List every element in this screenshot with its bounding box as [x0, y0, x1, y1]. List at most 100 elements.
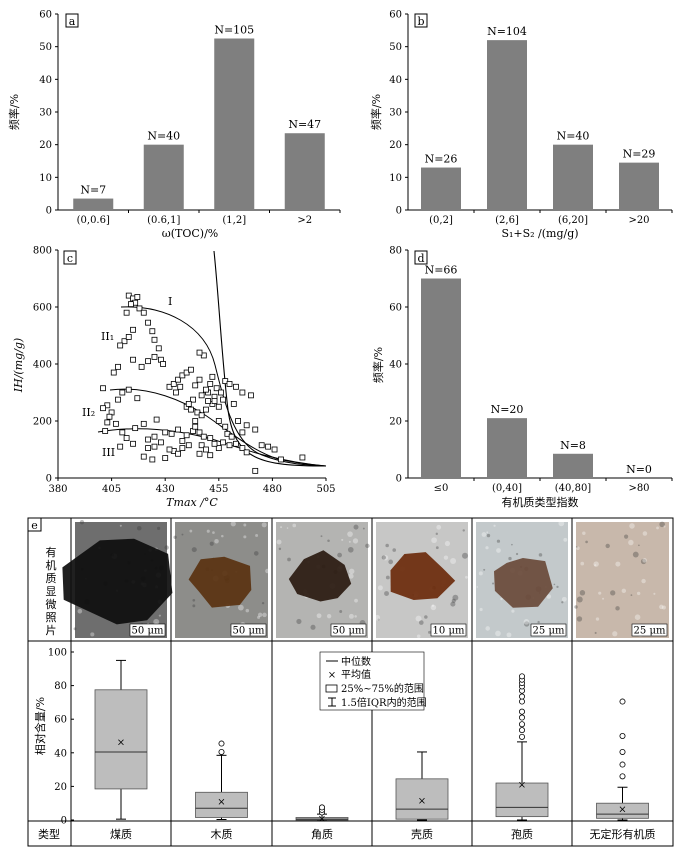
c-data-point: [112, 420, 119, 427]
micrograph-speck: [327, 539, 330, 542]
micrograph-speck: [656, 526, 659, 530]
b-bar-annotation: N=104: [487, 25, 527, 38]
panel-e-categories: 煤质 木质 角质 壳质 孢质 无定形有机质: [110, 827, 656, 841]
micrograph-speck: [642, 531, 648, 536]
micrograph-speck: [576, 596, 583, 603]
c-data-point: [155, 345, 162, 352]
micrograph-speck: [348, 613, 354, 619]
micrograph-speck: [382, 555, 389, 561]
c-data-point: [177, 383, 184, 390]
c-data-point: [166, 446, 173, 453]
e-category-label: 壳质: [411, 827, 433, 841]
panel-d-xlabel: 有机质类型指数: [502, 495, 579, 509]
micrograph-speck: [276, 539, 282, 545]
c-data-point: [220, 396, 226, 403]
c-data-point: [130, 440, 136, 447]
e-ytick-label: 80: [54, 681, 67, 692]
micrograph-speck: [663, 525, 666, 528]
box-outlier: [318, 804, 325, 811]
micrograph-speck: [431, 604, 435, 607]
c-data-point: [130, 356, 136, 363]
a-ytick-label: 40: [39, 75, 52, 86]
c-ytick-label: 600: [33, 303, 52, 314]
d-bar: [421, 278, 461, 478]
c-data-point: [160, 361, 166, 367]
c-data-point: [140, 453, 147, 460]
scale-bar-box: [430, 623, 467, 637]
b-bar-annotation: N=29: [623, 148, 656, 161]
c-xtick-label: 480: [263, 484, 282, 495]
micrograph-speck: [374, 614, 381, 621]
micrograph-speck: [119, 524, 122, 527]
micrograph-speck: [444, 540, 451, 547]
c-data-point: [198, 442, 205, 449]
c-data-point: [226, 381, 233, 387]
c-data-point: [140, 309, 147, 316]
c-data-point: [211, 440, 218, 447]
micrograph-speck: [558, 520, 565, 527]
c-data-point: [117, 342, 124, 349]
scale-bar-box: [631, 623, 668, 637]
c-ytick-label: 400: [33, 360, 52, 371]
b-ytick-label: 30: [389, 108, 402, 119]
micrograph-speck: [158, 614, 161, 617]
micrograph-speck: [79, 520, 85, 525]
c-data-point: [145, 445, 151, 451]
c-data-point: [211, 398, 218, 404]
a-ytick-label: 20: [39, 140, 52, 151]
a-bar: [284, 133, 325, 210]
b-xtick-label: (2,6]: [495, 215, 519, 226]
panel-e-category-header: 类型: [38, 827, 60, 841]
micrograph-speck: [243, 535, 247, 539]
b-ytick-label: 0: [396, 206, 402, 217]
micrograph-speck: [641, 578, 646, 584]
c-data-point: [153, 416, 160, 423]
c-data-point: [239, 445, 246, 451]
scale-bar-label: 50 μm: [233, 626, 265, 637]
panel-e-tag: e: [31, 519, 38, 532]
c-data-point: [233, 383, 239, 390]
micrograph-speck: [337, 552, 342, 558]
micrograph-speck: [257, 612, 263, 618]
a-bar: [214, 38, 255, 210]
c-xtick-label: 430: [156, 484, 175, 495]
scale-bar-label: 25 μm: [533, 626, 565, 637]
c-data-point: [136, 305, 143, 312]
d-xtick-label: (0,40]: [492, 483, 522, 494]
box-outlier: [619, 773, 626, 780]
micrograph-speck: [478, 571, 483, 576]
micrograph-speck: [630, 594, 633, 596]
c-ytick-label: 200: [33, 417, 52, 428]
micrograph-speck: [638, 544, 640, 547]
panel-e-ylabel: 相对含量/%: [33, 697, 47, 755]
micrograph-speck: [500, 597, 503, 601]
d-bar-annotation: N=66: [425, 264, 458, 277]
micrograph-speck: [515, 552, 519, 556]
c-data-point: [125, 386, 132, 393]
micrograph-speck: [388, 559, 394, 565]
micrograph-speck: [495, 630, 501, 637]
c-data-point: [205, 398, 211, 404]
e-category-label: 无定形有机质: [590, 827, 656, 841]
micrograph-speck: [585, 540, 588, 544]
micrograph-speck: [353, 524, 359, 530]
c-data-point: [123, 435, 130, 442]
c-data-point: [252, 467, 259, 474]
d-ytick-label: 60: [389, 303, 402, 314]
c-data-point: [127, 301, 134, 308]
c-data-point: [192, 423, 199, 430]
panel-d-tag: d: [417, 252, 424, 265]
panel-a-xlabel: ω(TOC)/%: [162, 227, 218, 240]
c-data-point: [203, 406, 209, 413]
micrograph-speck: [173, 535, 177, 539]
micrograph-speck: [602, 597, 605, 600]
micrograph-speck: [575, 546, 578, 548]
b-bar: [619, 162, 659, 210]
c-data-point: [179, 445, 186, 451]
a-xtick-label: >2: [297, 215, 312, 226]
c-data-point: [230, 400, 237, 407]
micrograph-speck: [598, 591, 602, 595]
e-boxplot: ×: [596, 698, 649, 821]
micrograph-speck: [191, 547, 197, 553]
